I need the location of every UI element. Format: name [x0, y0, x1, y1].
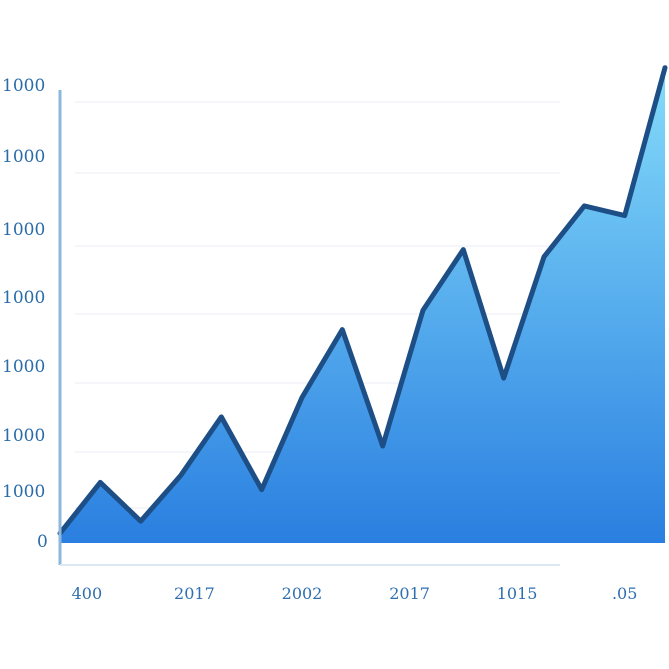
x-axis-tick-labels: 400 2017 2002 2017 1015 .05	[72, 584, 638, 603]
x-tick-label: .05	[612, 584, 637, 603]
area-fill	[60, 67, 665, 543]
y-tick-label: 1000	[2, 482, 45, 502]
area-series	[57, 65, 668, 543]
y-axis-tick-labels: 1000 1000 1000 1000 1000 1000 1000 0	[2, 76, 48, 552]
y-tick-label: 1000	[2, 76, 45, 96]
x-tick-label: 2017	[389, 584, 430, 603]
y-tick-label: 1000	[2, 147, 45, 167]
y-tick-label: 1000	[2, 357, 45, 377]
x-tick-label: 2017	[174, 584, 215, 603]
y-tick-label: 1000	[2, 288, 45, 308]
x-tick-label: 400	[72, 584, 103, 603]
y-tick-label: 1000	[2, 426, 45, 446]
y-tick-label: 0	[37, 532, 48, 552]
axes	[58, 90, 560, 566]
x-tick-label: 1015	[497, 584, 538, 603]
series-line	[57, 65, 668, 536]
y-tick-label: 1000	[2, 220, 45, 240]
x-tick-label: 2002	[282, 584, 323, 603]
